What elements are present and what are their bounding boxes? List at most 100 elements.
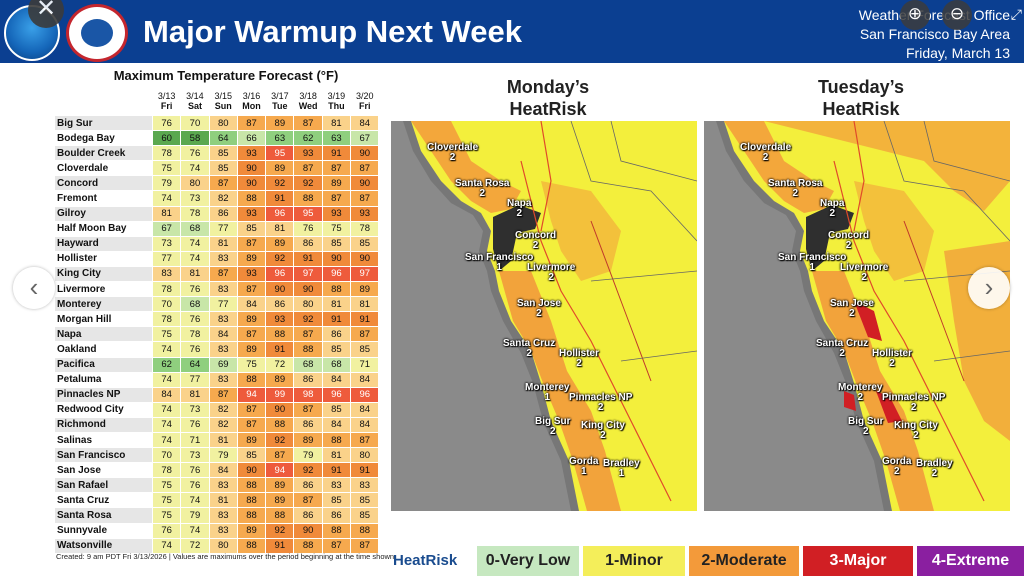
temperature-cell: 88 [236,477,267,494]
map-city-label: Gorda 2 [882,457,911,477]
city-heatrisk-value: 2 [600,430,606,441]
temperature-cell: 96 [321,265,352,283]
date-label: 3/16 [242,90,261,101]
table-row: Monterey 70 68 77 84 86 80 81 81 [54,296,380,313]
temperature-cell: 83 [208,281,238,298]
city-heatrisk-value: 2 [829,208,835,219]
next-slide-icon[interactable]: › [968,267,1010,309]
temperature-cell: 64 [180,356,210,373]
temperature-cell: 82 [208,416,238,433]
table-row: Bodega Bay 60 58 64 66 63 62 63 67 [54,130,380,147]
city-heatrisk-value: 2 [861,272,867,283]
date-header: 3/18 Wed [293,85,323,116]
temperature-cell: 86 [321,507,352,524]
location-name: Oakland [54,341,153,358]
city-heatrisk-value: 2 [516,208,522,219]
temperature-cell: 89 [236,311,267,328]
table-row: Pacifica 62 64 69 75 72 68 68 71 [54,356,380,373]
location-name: San Francisco [54,447,153,464]
temperature-cell: 74 [180,522,210,539]
date-header: 3/15 Sun [208,85,238,116]
temperature-cell: 67 [350,130,380,147]
date-label: 3/13 [157,90,176,101]
temperature-cell: 96 [321,386,352,403]
fullscreen-icon[interactable]: ⤢ [1010,6,1022,22]
table-footnote: Created: 9 am PDT Fri 3/13/2026 | Values… [56,552,397,561]
temperature-cell: 93 [265,311,295,328]
heatrisk-legend: HeatRisk 0-Very Low 1-Minor 2-Moderate 3-Ma… [393,546,1024,576]
map-title-line: HeatRisk [822,99,900,119]
location-name: Monterey [54,296,153,313]
city-heatrisk-value: 1 [496,262,502,273]
corner-cell [54,85,153,116]
temperature-cell: 78 [151,145,182,162]
map-city-label: Bradley 1 [603,459,640,479]
temperature-cell: 86 [265,296,295,313]
temperature-cell: 84 [350,416,380,433]
city-name: Hollister [559,348,600,359]
temperature-cell: 81 [208,431,238,449]
temperature-cell: 87 [236,401,267,418]
city-name: Bradley [916,458,953,469]
city-name: Napa [507,198,532,209]
map-city-label: Pinnacles NP 2 [882,393,945,413]
zoom-out-icon[interactable]: ⊖ [942,0,972,30]
zoom-in-icon[interactable]: ⊕ [900,0,930,30]
city-name: Cloverdale [740,142,792,153]
temperature-cell: 73 [151,235,182,252]
city-name: San Jose [830,298,874,309]
temperature-cell: 83 [350,477,380,494]
city-name: King City [894,420,938,431]
map-city-label: Santa Cruz 2 [503,339,555,359]
temperature-cell: 74 [180,160,210,177]
location-name: Boulder Creek [54,145,153,162]
temperature-cell: 93 [321,205,352,222]
map-city-label: Concord 2 [515,231,556,251]
location-name: Richmond [54,416,153,433]
city-name: Pinnacles NP [569,392,633,403]
map-city-label: King City 2 [581,421,625,441]
city-heatrisk-value: 2 [839,348,845,359]
close-icon[interactable]: ✕ [28,0,64,28]
table-row: Petaluma 74 77 83 88 89 86 84 84 [54,371,380,388]
temperature-cell: 81 [208,235,238,252]
temperature-cell: 92 [293,462,323,479]
table-row: Pinnacles NP 84 81 87 94 99 98 96 96 [54,386,380,403]
temperature-cell: 91 [350,462,380,479]
table-row: King City 83 81 87 93 96 97 96 97 [54,265,380,283]
temperature-cell: 68 [180,220,210,237]
temperature-cell: 75 [151,492,182,509]
table-row: Oakland 74 76 83 89 91 88 85 85 [54,341,380,358]
header-banner: Major Warmup Next Week Weather Forecast … [0,0,1024,63]
temperature-cell: 91 [321,311,352,328]
previous-slide-icon[interactable]: ‹ [13,267,55,309]
temperature-cell: 93 [236,265,267,283]
temperature-cell: 97 [293,265,323,283]
temperature-cell: 87 [350,326,380,343]
map-title-line: Tuesday’s [817,77,905,97]
date-label: 3/17 [271,90,289,101]
temperature-cell: 77 [208,220,238,237]
temperature-cell: 83 [151,265,182,283]
city-heatrisk-value: 2 [893,466,900,477]
map-city-label: Hollister 2 [559,349,599,369]
location-name: Bodega Bay [54,130,153,147]
temperature-cell: 74 [151,190,182,207]
temperature-cell: 99 [265,386,295,403]
city-heatrisk-value: 2 [762,152,769,163]
location-name: Petaluma [54,371,153,388]
city-name: Santa Cruz [816,338,869,349]
temperature-cell: 88 [293,190,323,207]
city-name: Monterey [838,382,883,393]
location-name: Morgan Hill [54,311,153,328]
location-name: Santa Rosa [54,507,153,524]
temperature-cell: 89 [236,431,267,449]
temperature-cell: 89 [265,477,295,494]
temperature-cell: 95 [265,145,295,162]
temperature-cell: 88 [265,507,295,524]
temperature-cell: 87 [236,416,267,433]
temperature-cell: 81 [151,205,182,222]
table-row: Salinas 74 71 81 89 92 89 88 87 [54,431,380,449]
temperature-cell: 87 [350,160,380,177]
map-city-label: Cloverdale 2 [427,143,478,163]
